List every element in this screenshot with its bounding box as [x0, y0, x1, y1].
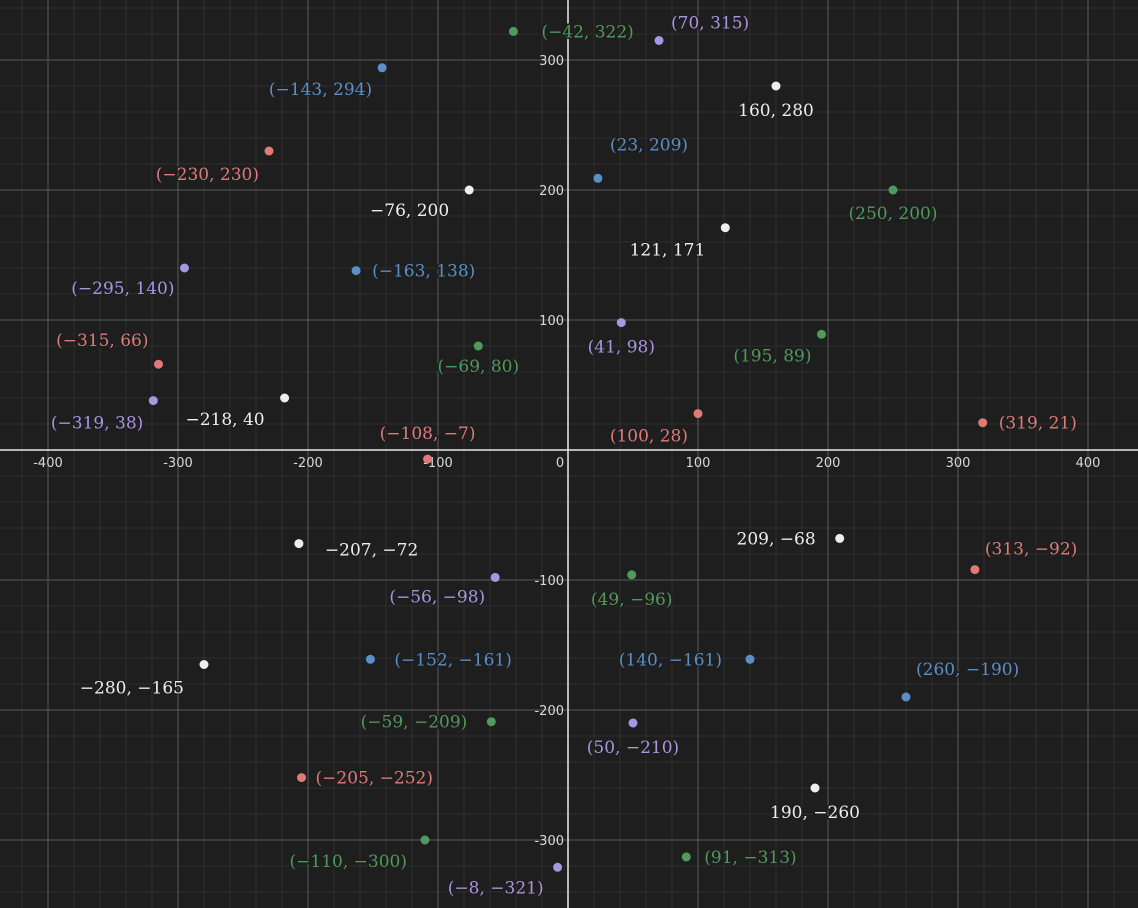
data-point [654, 36, 664, 45]
y-tick-label: -100 [534, 574, 564, 589]
data-label: (195, 89) [733, 346, 811, 366]
data-point [593, 173, 603, 183]
data-point [490, 572, 500, 582]
data-label: 209, −68 [737, 529, 816, 549]
y-tick-label: -300 [534, 834, 564, 849]
data-label: (313, −92) [985, 540, 1077, 560]
data-point [771, 81, 781, 91]
data-label: (50, −210) [587, 738, 679, 758]
point-labels: (−42, 322) (70, 315) (−143, 294) 160, 280 (−… [49, 12, 1078, 900]
y-tick-label: 200 [539, 184, 564, 199]
data-label: (−315, 66) [56, 331, 148, 351]
data-label: (−230, 230) [156, 165, 259, 185]
data-point [817, 329, 826, 339]
y-tick-label: 300 [539, 54, 564, 69]
data-point [681, 852, 691, 862]
x-tick-label: -300 [163, 456, 193, 471]
data-point [888, 185, 898, 195]
data-point [616, 318, 626, 328]
data-label: (−205, −252) [316, 769, 433, 789]
data-label: −207, −72 [325, 541, 418, 561]
data-point [693, 409, 703, 419]
data-label: (−8, −321) [448, 878, 544, 898]
data-label: (41, 98) [588, 338, 655, 358]
data-point [294, 539, 304, 549]
y-tick-label: -200 [534, 704, 564, 719]
data-point [423, 454, 433, 464]
data-point [720, 223, 730, 233]
data-label: (250, 200) [849, 204, 938, 224]
x-tick-label: 400 [1076, 456, 1101, 471]
data-point [464, 185, 474, 195]
data-label: (−143, 294) [269, 80, 372, 100]
x-tick-label: 300 [946, 456, 971, 471]
data-label: (−59, −209) [361, 713, 468, 733]
data-point [351, 266, 361, 276]
data-label: (23, 209) [610, 135, 688, 155]
data-point [553, 862, 563, 872]
data-label: (49, −96) [591, 590, 673, 610]
data-point [745, 654, 755, 664]
data-point [901, 692, 911, 702]
data-point [199, 660, 209, 669]
x-tick-label: 200 [816, 456, 841, 471]
data-point [473, 341, 483, 351]
x-tick-label: -200 [293, 456, 323, 471]
data-label: (−152, −161) [394, 650, 511, 670]
data-label: 190, −260 [770, 803, 860, 823]
data-point [970, 565, 980, 575]
data-point [180, 263, 189, 273]
data-label: −218, 40 [185, 410, 264, 430]
data-label: (140, −161) [619, 650, 722, 670]
data-point [264, 146, 274, 156]
data-label: (−108, −7) [380, 424, 476, 444]
data-label: (70, 315) [671, 14, 749, 34]
data-label: (319, 21) [999, 414, 1077, 434]
data-label: (−42, 322) [541, 22, 633, 42]
x-tick-label: 0 [556, 456, 564, 471]
data-point [628, 718, 638, 728]
data-point [148, 396, 158, 406]
data-label: −280, −165 [80, 679, 184, 699]
data-point [835, 533, 845, 543]
data-point [810, 783, 820, 793]
data-point [420, 835, 430, 845]
data-label: (100, 28) [610, 427, 688, 447]
data-point [365, 654, 375, 664]
data-point [377, 63, 387, 73]
data-label: (260, −190) [916, 660, 1019, 680]
data-label: (−56, −98) [389, 587, 485, 607]
data-label: (−319, 38) [51, 414, 143, 434]
data-point [508, 26, 518, 36]
data-point [486, 717, 496, 727]
data-label: (−295, 140) [71, 279, 174, 299]
x-tick-label: -400 [33, 456, 63, 471]
x-tick-label: 100 [686, 456, 711, 471]
data-label: (−69, 80) [438, 357, 520, 377]
data-label: 121, 171 [630, 241, 706, 261]
y-tick-label: 100 [539, 314, 564, 329]
data-point [978, 418, 988, 428]
data-label: (−163, 138) [372, 262, 475, 282]
data-label: 160, 280 [738, 101, 814, 121]
data-points [148, 26, 988, 872]
data-point [627, 570, 637, 580]
data-label: −76, 200 [370, 201, 449, 221]
data-point [297, 773, 306, 783]
data-point [280, 393, 290, 403]
data-point [154, 359, 163, 369]
data-label: (−110, −300) [290, 852, 407, 872]
data-label: (91, −313) [704, 848, 796, 868]
